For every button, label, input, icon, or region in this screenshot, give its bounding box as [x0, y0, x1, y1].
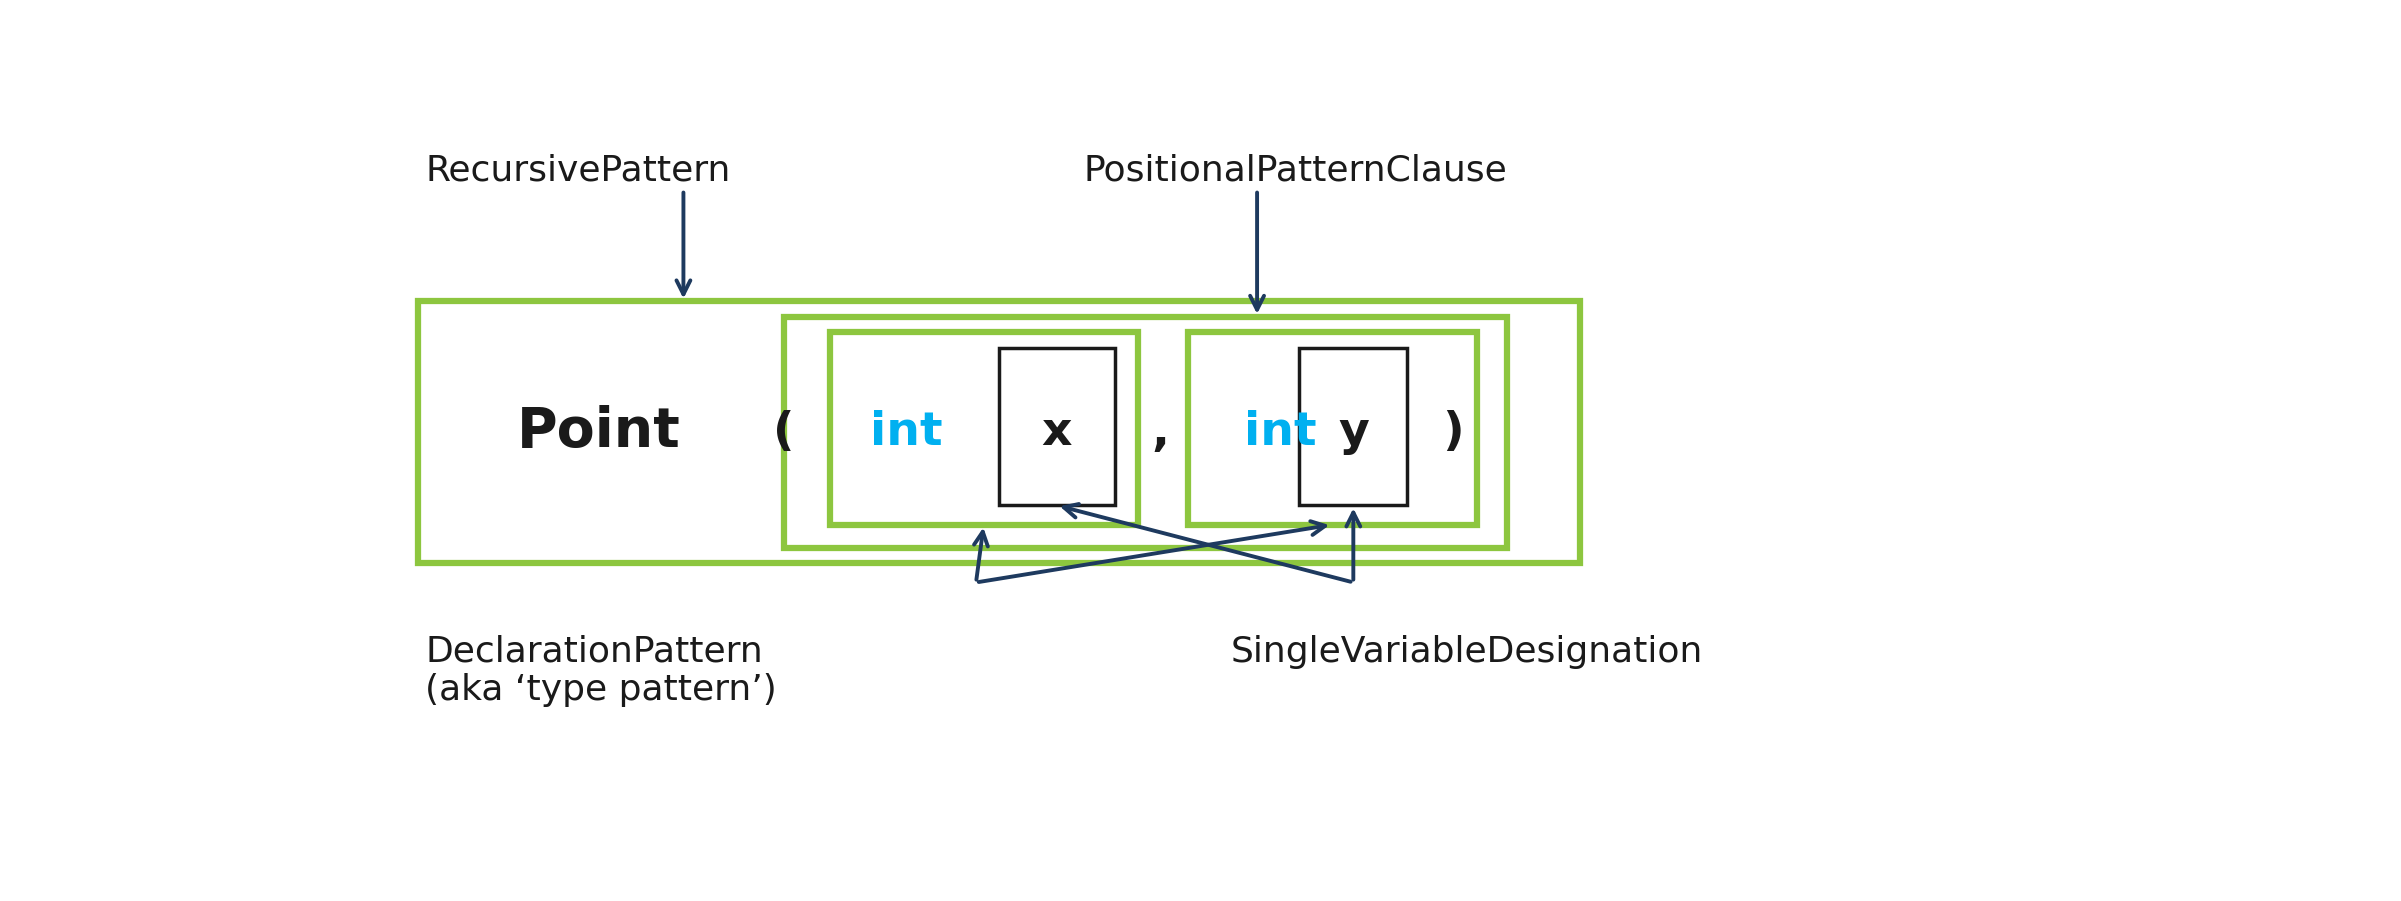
Text: SingleVariableDesignation: SingleVariableDesignation [1229, 634, 1702, 669]
Bar [418, 302, 1580, 563]
Text: Point: Point [516, 405, 679, 460]
Text: ,: , [1152, 410, 1169, 455]
Text: int: int [872, 410, 944, 455]
Bar [783, 317, 1508, 548]
Text: y: y [1337, 410, 1369, 455]
Text: (: ( [773, 410, 795, 455]
Text: x: x [1042, 410, 1073, 455]
Text: PositionalPatternClause: PositionalPatternClause [1083, 153, 1508, 187]
Text: RecursivePattern: RecursivePattern [425, 153, 730, 187]
Bar [999, 348, 1114, 505]
Text: (aka ‘type pattern’): (aka ‘type pattern’) [425, 673, 778, 707]
Bar [1299, 348, 1407, 505]
Text: ): ) [1443, 410, 1465, 455]
Bar [1299, 348, 1407, 505]
Bar [1188, 332, 1477, 524]
Text: DeclarationPattern: DeclarationPattern [425, 634, 764, 669]
Text: int: int [1244, 410, 1316, 455]
Bar [831, 332, 1138, 524]
Bar [999, 348, 1114, 505]
